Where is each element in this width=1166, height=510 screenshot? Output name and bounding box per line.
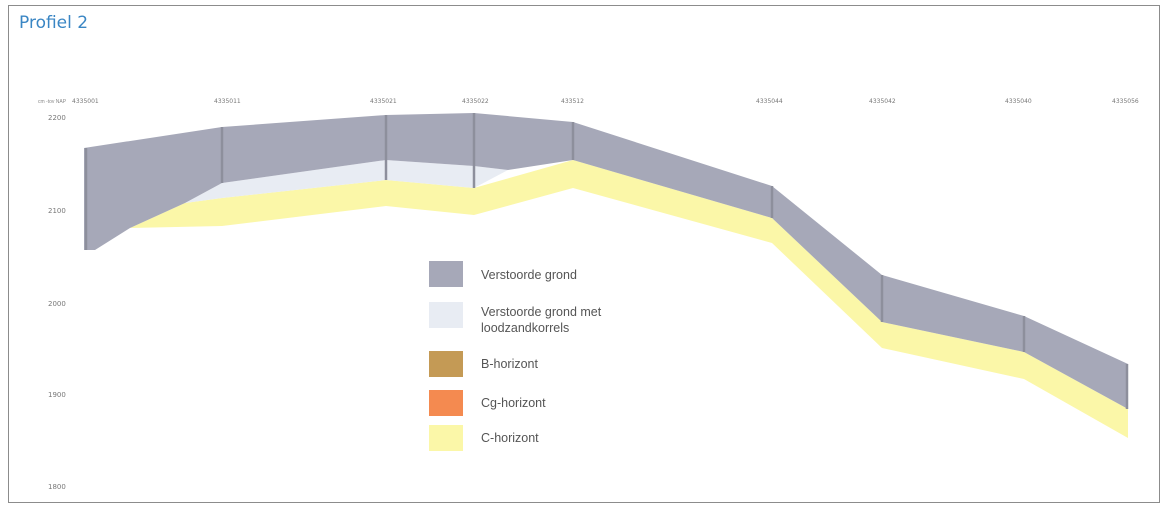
borehole-label: 4335011 [214, 98, 241, 105]
layer-verstoorde-grond [84, 113, 1128, 409]
legend-swatch [429, 351, 463, 377]
y-tick-label: 2200 [48, 114, 66, 122]
y-tick-label: 2000 [48, 300, 66, 308]
y-axis: 2200 2100 2000 1900 1800 [48, 114, 66, 491]
legend-label: C-horizont [481, 431, 539, 445]
borehole-lines [84, 113, 1129, 409]
y-axis-unit-label: cm -tov NAP [38, 99, 67, 105]
borehole-label: 4335001 [72, 98, 99, 105]
borehole-labels: 4335001 4335011 4335021 4335022 433512 4… [72, 98, 1139, 105]
profile-title: Profiel 2 [19, 13, 89, 33]
borehole-label: 433512 [561, 98, 584, 105]
borehole-label: 4335056 [1112, 98, 1139, 105]
y-tick-label: 1900 [48, 391, 66, 399]
profile-frame [8, 5, 1160, 503]
legend-swatch [429, 261, 463, 287]
borehole-label: 4335042 [869, 98, 896, 105]
legend-item-b-horizont: B-horizont [429, 351, 671, 377]
legend-item-verstoorde: Verstoorde grond [429, 261, 671, 287]
borehole-label: 4335022 [462, 98, 489, 105]
legend-item-loodzand: Verstoorde grond met loodzandkorrels [429, 302, 671, 336]
legend-label: Cg-horizont [481, 396, 546, 410]
borehole-label: 4335021 [370, 98, 397, 105]
legend-item-cg-horizont: Cg-horizont [429, 390, 671, 416]
legend-swatch [429, 302, 463, 328]
legend-label: B-horizont [481, 357, 538, 371]
borehole-label: 4335044 [756, 98, 783, 105]
legend-label: Verstoorde grond met loodzandkorrels [481, 305, 602, 335]
legend-swatch [429, 390, 463, 416]
legend-label: Verstoorde grond [481, 268, 577, 282]
y-tick-label: 2100 [48, 207, 66, 215]
legend-swatch [429, 425, 463, 451]
layer-loodzand [185, 160, 508, 203]
y-tick-label: 1800 [48, 483, 66, 491]
legend-item-c-horizont: C-horizont [429, 425, 671, 451]
borehole-label: 4335040 [1005, 98, 1032, 105]
